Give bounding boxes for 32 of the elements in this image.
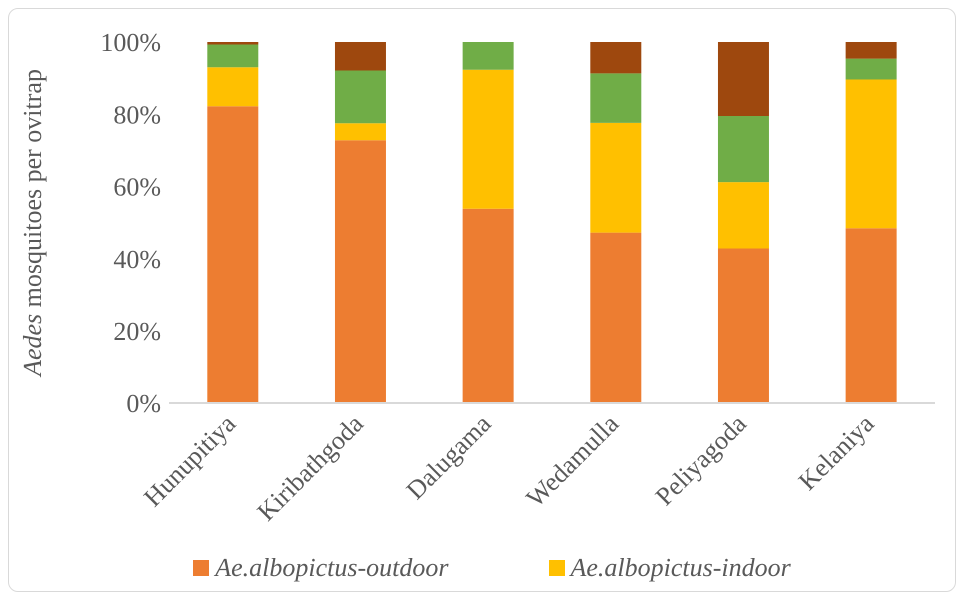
bar <box>590 42 642 74</box>
y-tick-label: 80% <box>113 100 161 130</box>
bar <box>846 58 897 80</box>
bar <box>334 123 386 140</box>
y-axis-title: Aedes mosquitoes per ovitrap <box>18 69 47 378</box>
y-tick-label: 40% <box>113 244 161 274</box>
bar <box>462 42 514 70</box>
bar <box>590 232 642 403</box>
bar <box>718 182 769 248</box>
y-tick-label: 0% <box>126 389 161 418</box>
y-tick-label: 100% <box>100 28 161 58</box>
bar <box>334 42 386 71</box>
bar <box>207 44 258 68</box>
bar <box>207 42 258 45</box>
bar <box>846 42 897 59</box>
bar <box>590 73 642 123</box>
bar <box>718 116 769 182</box>
y-tick-label: 20% <box>113 317 161 346</box>
bar <box>462 70 514 209</box>
bar <box>846 80 897 228</box>
bar <box>334 140 386 403</box>
bar <box>462 208 514 403</box>
bar <box>207 67 258 106</box>
bar <box>334 70 386 124</box>
legend-label: Ae.albopictus-indoor <box>570 553 791 583</box>
bar <box>718 248 769 403</box>
bar <box>590 122 642 233</box>
legend-label: Ae.albopictus-outdoor <box>215 553 448 583</box>
bar <box>718 42 769 116</box>
y-tick-label: 60% <box>113 172 161 202</box>
bar <box>846 228 897 403</box>
bar <box>207 106 258 403</box>
